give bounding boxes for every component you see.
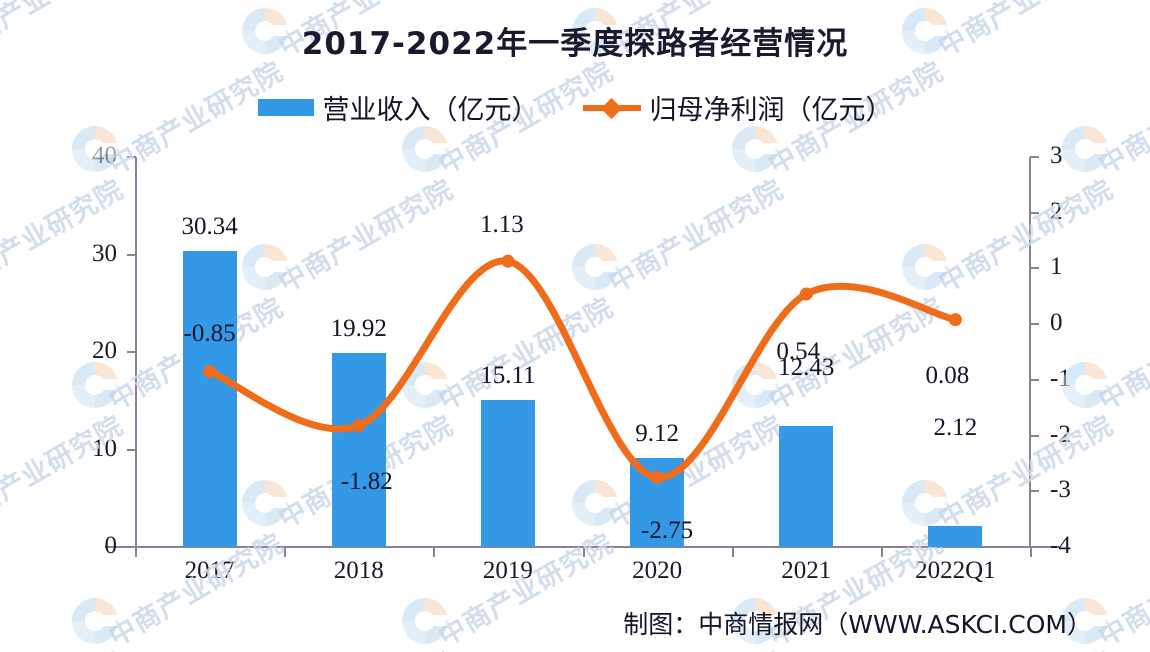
watermark-text: 中商产业研究院 [0, 174, 129, 299]
line-value-label-2017: -0.85 [183, 319, 236, 347]
line-marker-2022Q1 [948, 313, 962, 327]
x-axis-label: 2017 [184, 557, 235, 584]
y-axis-right-label: -2 [1050, 420, 1071, 448]
bar-value-label-2020: 9.12 [635, 420, 679, 448]
x-axis-tick [135, 547, 137, 557]
y-axis-left-tick [127, 546, 136, 548]
line-marker-2019 [501, 254, 515, 268]
chart-legend: 营业收入（亿元） 归母净利润（亿元） [0, 88, 1150, 127]
bar-value-label-2021: 12.43 [778, 353, 835, 381]
bar-2019 [480, 399, 535, 547]
x-axis-label: 2022Q1 [915, 557, 996, 584]
y-axis-left-tick [127, 351, 136, 353]
y-axis-right-tick [1030, 211, 1039, 214]
y-axis-right-tick [1030, 490, 1039, 493]
x-axis-tick [582, 547, 585, 557]
y-axis-right-label: 1 [1050, 253, 1063, 281]
legend-label-revenue: 营业收入（亿元） [322, 95, 539, 126]
watermark-text: 中商产业研究院 [0, 410, 129, 535]
line-value-label-2022Q1: 0.08 [925, 361, 970, 389]
bar-value-label-2019: 15.11 [480, 361, 536, 389]
y-axis-right-tick [1030, 267, 1039, 270]
legend-line-swatch-icon [582, 97, 641, 120]
plot-area [135, 157, 1030, 547]
x-axis-label: 2020 [632, 557, 683, 584]
x-axis-tick [880, 547, 883, 557]
y-axis-right-label: 2 [1050, 197, 1063, 225]
watermark-logo-icon [72, 598, 118, 644]
bar-2022Q1 [928, 526, 983, 547]
line-marker-2020 [650, 470, 664, 484]
chart-source-note: 制图：中商情报网（WWW.ASKCI.COM） [623, 610, 1092, 639]
y-axis-right-tick [1030, 434, 1039, 437]
line-value-label-2021: 0.54 [776, 338, 821, 366]
bar-2018 [331, 352, 386, 547]
y-axis-left-label: 20 [92, 337, 117, 364]
line-marker-2021 [799, 287, 813, 301]
y-axis-right-label: 0 [1050, 309, 1063, 337]
watermark-text: 中商产业研究院 [270, 640, 459, 652]
watermark-logo-icon [72, 362, 118, 408]
watermark-logo-icon [402, 598, 448, 644]
line-marker-2017 [203, 365, 217, 378]
y-axis-right-tick [1030, 323, 1039, 326]
y-axis-left-tick [127, 253, 136, 256]
y-axis-left-label: 40 [92, 142, 117, 169]
y-axis-right-label: -3 [1050, 476, 1071, 504]
line-marker-2018 [352, 419, 366, 433]
y-axis-right-label: -1 [1050, 364, 1071, 392]
bar-2021 [779, 425, 834, 547]
y-axis-left-label: 30 [92, 239, 117, 267]
y-axis-right-tick [1030, 546, 1039, 548]
x-axis-tick [284, 547, 287, 557]
watermark-text: 中商产业研究院 [600, 640, 789, 652]
x-axis-tick [731, 547, 734, 557]
watermark-text: 中商产业研究院 [930, 640, 1119, 652]
x-axis-tick [433, 547, 436, 557]
y-axis-right-label: -4 [1050, 532, 1071, 559]
legend-label-net-profit: 归母净利润（亿元） [649, 95, 893, 126]
y-axis-left-tick [127, 448, 136, 451]
bar-2017 [182, 251, 237, 547]
y-axis-right-tick [1030, 378, 1039, 381]
y-axis-right-label: 3 [1050, 142, 1063, 169]
y-axis-left-line [135, 157, 137, 548]
line-value-label-2020: -2.75 [641, 517, 694, 545]
legend-item-net-profit: 归母净利润（亿元） [582, 88, 893, 127]
y-axis-right-tick [1030, 156, 1039, 158]
y-axis-right-line [1029, 157, 1031, 548]
line-value-label-2019: 1.13 [480, 211, 524, 239]
bar-value-label-2018: 19.92 [330, 314, 387, 342]
bar-value-label-2022Q1: 2.12 [933, 414, 978, 442]
bar-value-label-2017: 30.34 [181, 213, 238, 241]
legend-bar-swatch-icon [257, 99, 314, 116]
x-axis-tick [1030, 547, 1032, 557]
y-axis-left-label: 10 [92, 434, 117, 462]
chart-title: 2017-2022年一季度探路者经营情况 [301, 26, 849, 62]
x-axis-label: 2018 [333, 557, 384, 584]
watermark-text: 中商产业研究院 [1093, 292, 1150, 417]
x-axis-label: 2019 [482, 557, 533, 584]
y-axis-left-tick [127, 156, 136, 158]
net-profit-line-chart [203, 254, 962, 484]
legend-item-revenue: 营业收入（亿元） [257, 88, 539, 127]
line-value-label-2018: -1.82 [340, 467, 393, 495]
x-axis-label: 2021 [781, 557, 832, 584]
y-axis-left-label: 0 [104, 532, 118, 559]
watermark-text: 中商产业研究院 [0, 640, 129, 652]
